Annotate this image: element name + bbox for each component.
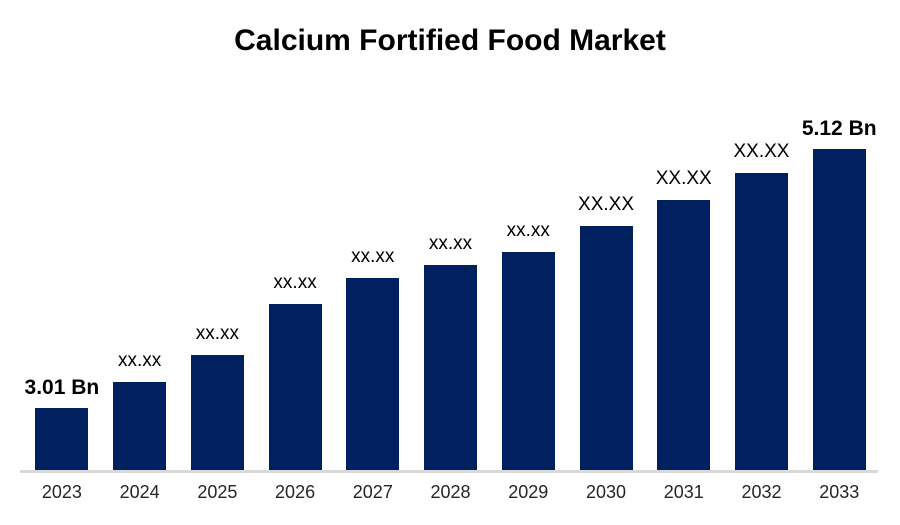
bar-2032 [734,173,788,472]
plot-area: 3.01 Bn xx.xx xx.xx xx.xx xx.xx xx.xx xx.xx XX.… [23,0,878,472]
bar-value-label-2029: xx.xx [506,220,550,241]
bar-value-label-2024: xx.xx [117,350,162,371]
bar-2028 [424,265,478,472]
bar-value-label-2025: xx.xx [195,323,239,344]
bar-2031 [657,200,711,472]
bar-2027 [346,278,400,472]
x-axis-tick-2025: 2025 [197,482,238,502]
bar-column-2031: XX.XX [645,169,723,472]
x-axis-tick-2026: 2026 [275,482,316,502]
x-axis-tick-2032: 2032 [741,482,782,502]
bar-column-2024: xx.xx [101,351,179,472]
bar-2029 [501,252,555,472]
bar-value-label-2026: xx.xx [273,272,317,293]
x-axis-tick-2023: 2023 [41,482,82,502]
bar-value-label-2031: XX.XX [655,168,712,189]
x-axis-tick-2027: 2027 [352,482,393,502]
bar-column-2032: XX.XX [723,142,801,472]
bar-column-2025: xx.xx [178,324,256,472]
bar-value-label-2028: xx.xx [428,233,473,254]
x-axis-tick-2028: 2028 [430,482,471,502]
bar-2023 [35,408,89,472]
bar-2024 [113,382,167,472]
bar-column-2028: xx.xx [412,234,490,472]
bar-column-2030: XX.XX [567,195,645,472]
bar-value-label-2023: 3.01 Bn [24,376,100,399]
x-axis-tick-row: 2023 2024 2025 2026 2027 2028 2029 2030 2031 2032… [23,482,878,503]
bar-value-label-2027: xx.xx [351,246,395,267]
bar-column-2026: xx.xx [256,273,334,472]
bar-2025 [190,355,244,472]
x-axis-tick-2033: 2033 [819,482,860,502]
bar-value-label-2030: XX.XX [578,194,634,215]
bar-column-2027: xx.xx [334,247,412,472]
x-axis-line [20,470,878,473]
bar-2033 [812,149,866,472]
x-axis-tick-2029: 2029 [508,482,549,502]
bar-value-label-2032: XX.XX [733,141,790,162]
x-axis-tick-2030: 2030 [585,482,627,502]
x-axis-tick-2024: 2024 [119,482,160,502]
bar-column-2033: 5.12 Bn [800,118,878,472]
chart-title: Calcium Fortified Food Market [234,24,666,57]
bar-2026 [268,304,322,472]
x-axis-tick-2031: 2031 [663,482,704,502]
bar-value-label-2033: 5.12 Bn [801,117,877,140]
bar-column-2029: xx.xx [489,221,567,472]
bar-column-2023: 3.01 Bn [23,377,101,472]
bar-2030 [579,226,633,472]
